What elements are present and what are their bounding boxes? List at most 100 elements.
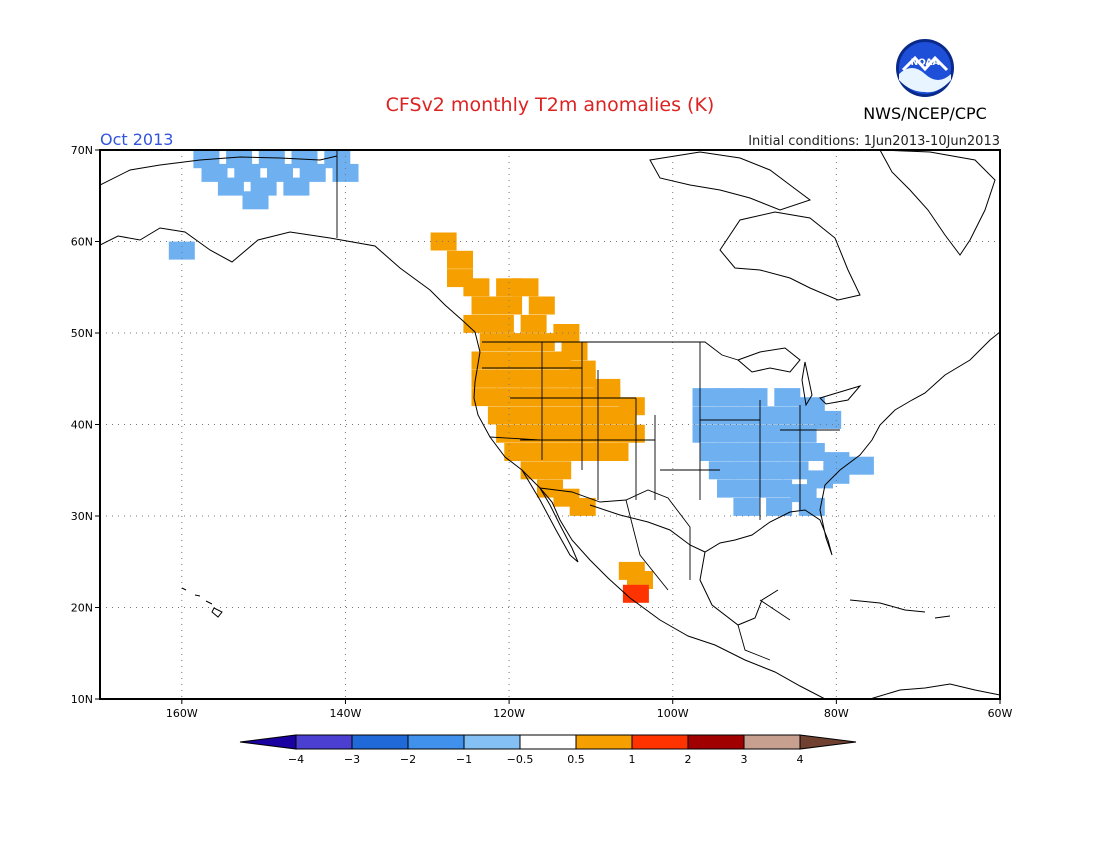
anomaly-cell	[520, 369, 547, 388]
hudson-bay-outline	[719, 211, 861, 301]
lon-tick-label: 120W	[493, 707, 525, 720]
anomaly-cell	[283, 177, 310, 196]
initial-conditions: Initial conditions: 1Jun2013-10Jun2013	[748, 134, 1000, 149]
us-canada-border	[482, 341, 739, 361]
colorbar-label: 0.5	[567, 753, 585, 766]
colorbar-swatch	[351, 734, 409, 750]
lon-tick-label: 60W	[988, 707, 1013, 720]
anomaly-cell	[766, 497, 793, 516]
anomaly-cell	[733, 461, 760, 480]
anomaly-cell	[815, 410, 842, 429]
anomaly-cell	[471, 369, 498, 388]
anomaly-cell	[520, 424, 547, 443]
colorbar-arrow-low	[239, 734, 297, 750]
lon-tick-label: 80W	[824, 707, 849, 720]
west-coastline	[100, 227, 826, 699]
colorbar-label: 4	[797, 753, 804, 766]
anomaly-cell	[594, 424, 621, 443]
anomaly-cell	[242, 191, 269, 210]
anomaly-cell	[586, 406, 613, 425]
anomaly-cell	[201, 163, 228, 182]
anomaly-cell	[217, 177, 244, 196]
anomaly-cell	[520, 314, 547, 333]
central-america-lines	[737, 599, 791, 661]
great-lakes-outline	[737, 347, 862, 407]
chart-title: CFSv2 monthly T2m anomalies (K)	[386, 94, 715, 116]
anomaly-cell	[447, 250, 473, 269]
colorbar-swatch	[631, 734, 689, 750]
colorbar-swatch	[743, 734, 801, 750]
colorbar-label: −0.5	[507, 753, 534, 766]
anomaly-cell	[717, 479, 743, 498]
anomaly-cell	[733, 497, 760, 516]
logo-text: NOAA	[911, 58, 940, 68]
anomaly-cell	[790, 406, 817, 425]
anomaly-cell	[798, 443, 825, 461]
anomaly-cell	[234, 163, 261, 182]
anomaly-cell	[545, 461, 572, 480]
anomaly-cell	[545, 424, 572, 443]
anomaly-cell	[512, 278, 539, 297]
anomaly-cell	[757, 461, 784, 480]
anomaly-cell	[692, 424, 719, 443]
anomaly-cell	[545, 369, 572, 388]
colorbar-swatch	[519, 734, 577, 750]
anomaly-cell	[250, 177, 277, 196]
anomaly-cell	[561, 406, 588, 425]
anomaly-cell	[463, 278, 490, 297]
colorbar-swatch	[295, 734, 353, 750]
colorbar-label: −1	[456, 753, 472, 766]
colorbar-swatch	[463, 734, 521, 750]
anomaly-cell	[512, 406, 539, 425]
anomaly-cell	[569, 497, 596, 516]
anomaly-cell	[463, 314, 490, 333]
anomaly-cell	[545, 388, 572, 407]
axis-labels: 70N 60N 50N 40N 30N 20N 10N 160W 140W 120W 100W 80W…	[71, 144, 1013, 720]
anomaly-cell	[267, 163, 293, 182]
anomaly-cell	[226, 150, 253, 169]
lat-tick-label: 70N	[71, 144, 93, 157]
alaska-north-coastline	[100, 155, 338, 186]
anomaly-cell	[766, 424, 793, 443]
anomaly-cell	[553, 443, 580, 461]
anomaly-cell	[537, 406, 563, 425]
anomaly-cell	[798, 497, 825, 516]
anomaly-cell	[790, 484, 817, 503]
anomaly-cell	[487, 314, 514, 333]
lat-tick-label: 50N	[71, 327, 93, 340]
anomaly-cell	[569, 424, 596, 443]
anomaly-cell	[569, 388, 596, 407]
south-america-outline	[869, 683, 1000, 699]
lon-tick-label: 100W	[657, 707, 689, 720]
anomaly-cell	[823, 452, 850, 471]
anomaly-cell	[520, 388, 547, 407]
lon-tick-label: 140W	[330, 707, 362, 720]
colorbar-label: −3	[344, 753, 360, 766]
anomaly-cell	[577, 443, 604, 461]
lon-tick-label: 160W	[166, 707, 198, 720]
colorbar-arrow-high	[799, 734, 857, 750]
colorbar-swatch	[687, 734, 745, 750]
colorbar-label: 1	[629, 753, 636, 766]
anomaly-cell	[774, 443, 801, 461]
mexico-state-lines	[625, 499, 691, 591]
anomaly-cell	[504, 443, 531, 461]
baja-peninsula-outline	[521, 469, 579, 563]
anomaly-cell	[496, 424, 523, 443]
anomaly-cell	[569, 369, 596, 388]
anomaly-cell	[790, 424, 817, 443]
anomaly-cell	[749, 443, 776, 461]
anomaly-cell	[766, 479, 793, 498]
arctic-islands-outline	[649, 151, 812, 211]
anomaly-cell	[717, 424, 743, 443]
anomaly-cell	[471, 388, 498, 407]
anomaly-cell	[774, 388, 801, 407]
anomaly-cell	[692, 388, 719, 407]
anomaly-cell	[430, 232, 457, 251]
anomaly-cell	[622, 584, 649, 603]
coastline-layer	[100, 150, 1000, 699]
anomaly-cell	[725, 443, 752, 461]
gulf-coastline	[589, 331, 1000, 556]
colorbar-legend: −4 −3 −2 −1 −0.5 0.5 1 2 3 4	[239, 734, 857, 766]
